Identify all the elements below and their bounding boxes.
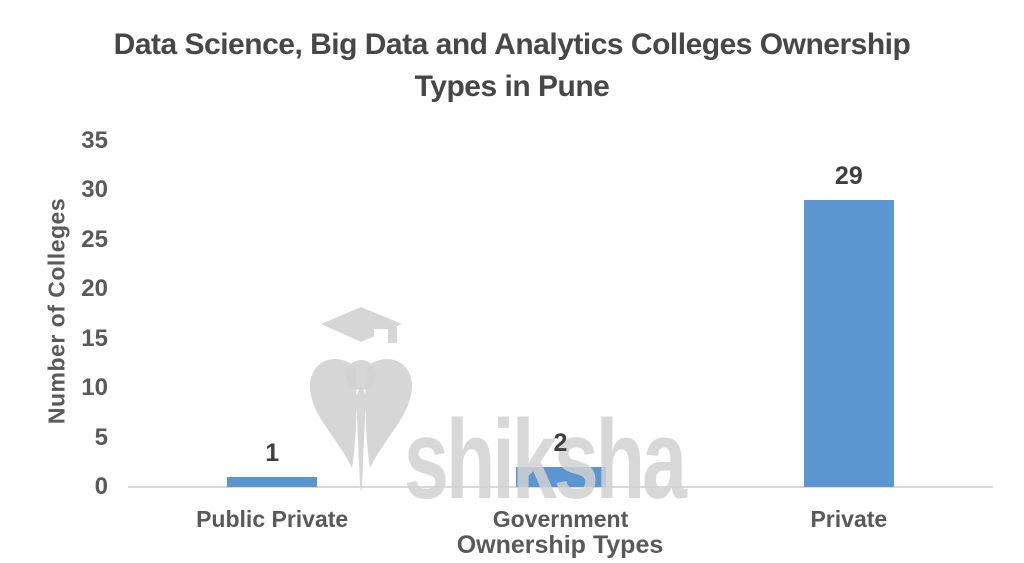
chart-title-line2: Types in Pune	[414, 70, 610, 103]
y-tick-label: 30	[81, 176, 108, 204]
y-tick-label: 20	[81, 275, 108, 303]
y-tick-label: 35	[81, 127, 108, 154]
bar-private	[803, 200, 894, 487]
y-tick-label: 15	[81, 324, 108, 352]
chart-title-line1: Data Science, Big Data and Analytics Col…	[113, 28, 911, 61]
y-tick-label: 25	[81, 225, 108, 253]
bar-public-private	[227, 477, 318, 487]
y-tick-label: 0	[94, 473, 108, 500]
y-tick-label: 10	[81, 374, 108, 402]
y-tick-label: 5	[94, 423, 108, 451]
chart-title: Data Science, Big Data and Analytics Col…	[82, 24, 942, 108]
bar-government	[515, 467, 606, 487]
x-axis-line	[128, 486, 993, 488]
x-axis-title: Ownership Types	[456, 531, 664, 559]
